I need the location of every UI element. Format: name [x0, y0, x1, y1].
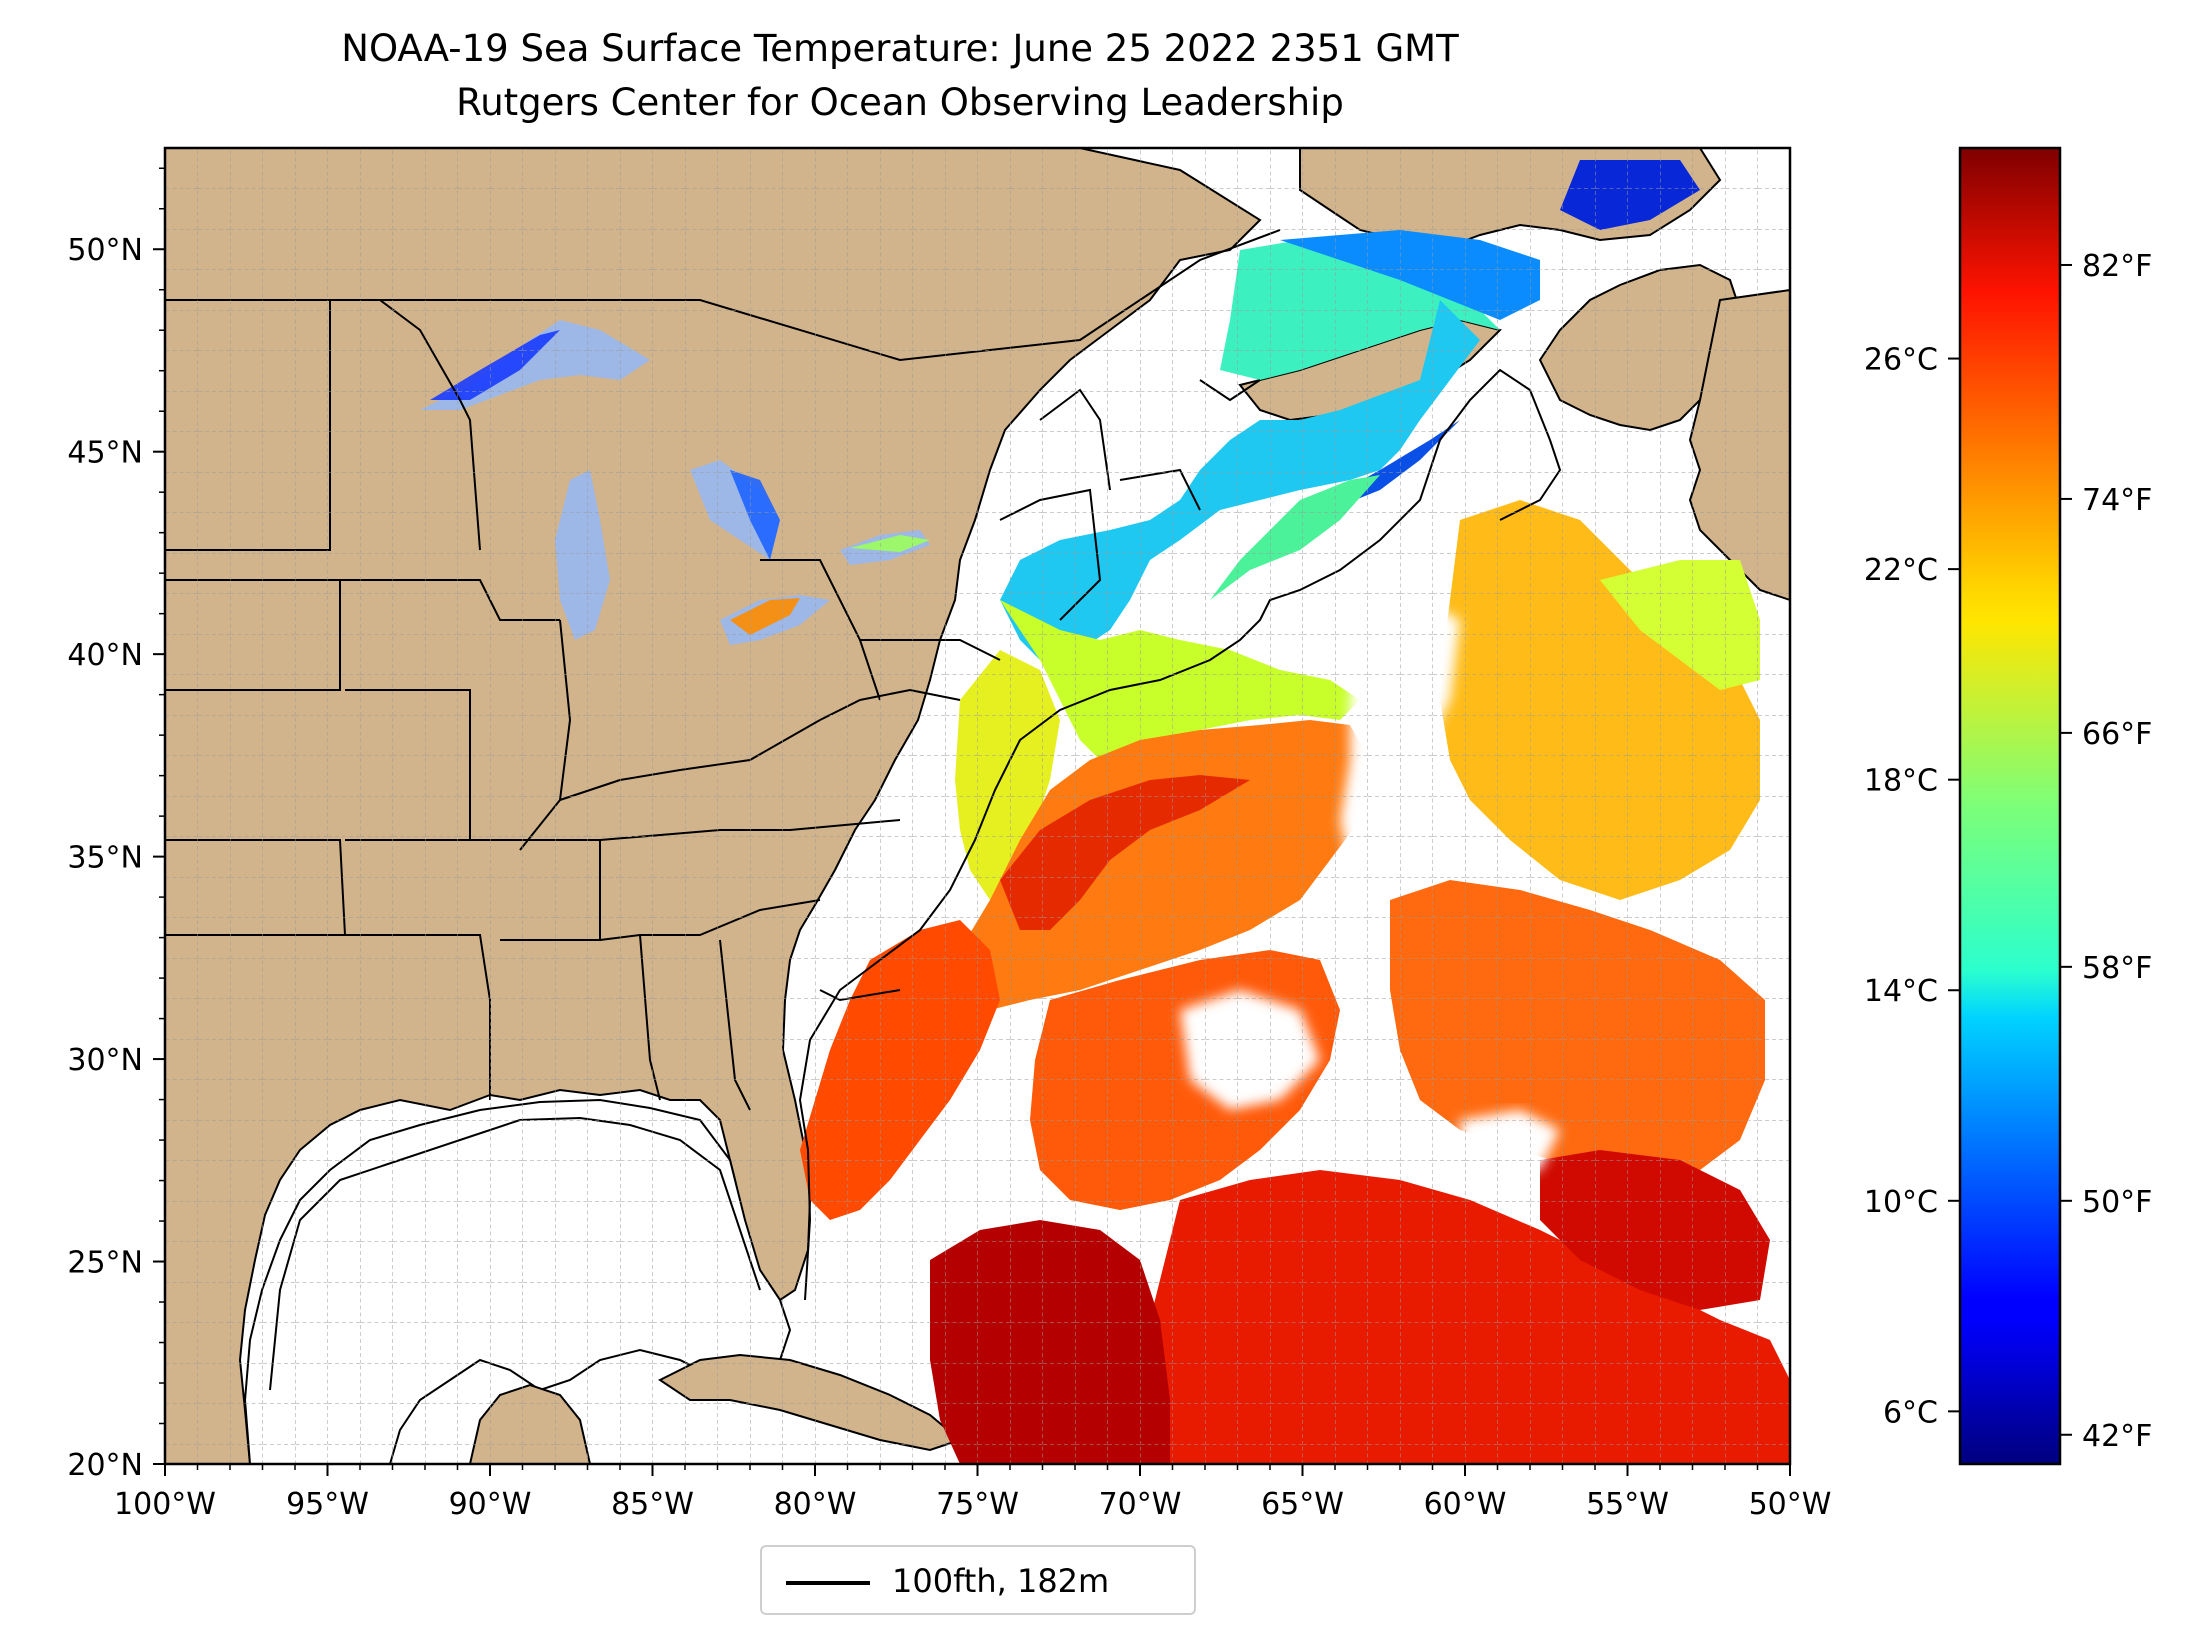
lon-tick-label: 60°W — [1424, 1487, 1507, 1522]
lon-tick-label: 50°W — [1749, 1487, 1832, 1522]
fahrenheit-tick-label: 82°F — [2082, 249, 2152, 284]
legend-label: 100fth, 182m — [892, 1562, 1110, 1600]
longitude-axis: 100°W 95°W 90°W 85°W 80°W 75°W 70°W 65°W 60°W 55°… — [114, 1464, 1831, 1522]
celsius-tick-label: 18°C — [1864, 764, 1938, 799]
lat-tick-label: 45°N — [67, 436, 143, 471]
celsius-tick-label: 26°C — [1864, 343, 1938, 378]
map-panel — [165, 148, 1790, 1464]
lat-tick-label: 50°N — [67, 233, 143, 268]
map-subtitle: Rutgers Center for Ocean Observing Leade… — [456, 81, 1344, 124]
fahrenheit-tick-label: 66°F — [2082, 717, 2152, 752]
celsius-tick-label: 10°C — [1864, 1185, 1938, 1220]
graticule-gridlines — [165, 148, 1790, 1464]
lon-tick-label: 100°W — [114, 1487, 216, 1522]
lon-tick-label: 95°W — [286, 1487, 369, 1522]
legend-line-swatch — [786, 1581, 870, 1585]
celsius-axis: 6°C 10°C 14°C 18°C 22°C 26°C — [1864, 343, 1960, 1430]
lat-tick-label: 25°N — [67, 1246, 143, 1281]
lon-tick-label: 80°W — [774, 1487, 857, 1522]
lat-tick-label: 40°N — [67, 638, 143, 673]
latitude-axis: 20°N 25°N 30°N 35°N 40°N 45°N 50°N — [67, 167, 165, 1483]
legend: 100fth, 182m — [760, 1545, 1196, 1615]
lon-tick-label: 65°W — [1261, 1487, 1344, 1522]
fahrenheit-tick-label: 58°F — [2082, 951, 2152, 986]
fahrenheit-tick-label: 74°F — [2082, 483, 2152, 518]
lon-tick-label: 55°W — [1586, 1487, 1669, 1522]
colorbar — [1958, 146, 2062, 1466]
map-title: NOAA-19 Sea Surface Temperature: June 25… — [341, 27, 1459, 70]
lon-tick-label: 75°W — [936, 1487, 1019, 1522]
celsius-tick-label: 14°C — [1864, 974, 1938, 1009]
fahrenheit-axis: 42°F 50°F 58°F 66°F 74°F 82°F — [2060, 249, 2152, 1454]
lon-tick-label: 70°W — [1099, 1487, 1182, 1522]
lat-tick-label: 20°N — [67, 1448, 143, 1483]
lon-tick-label: 90°W — [449, 1487, 532, 1522]
fahrenheit-tick-label: 42°F — [2082, 1419, 2152, 1454]
celsius-tick-label: 22°C — [1864, 553, 1938, 588]
lat-tick-label: 35°N — [67, 841, 143, 876]
lon-tick-label: 85°W — [611, 1487, 694, 1522]
fahrenheit-tick-label: 50°F — [2082, 1185, 2152, 1220]
celsius-tick-label: 6°C — [1883, 1395, 1938, 1430]
lat-tick-label: 30°N — [67, 1043, 143, 1078]
